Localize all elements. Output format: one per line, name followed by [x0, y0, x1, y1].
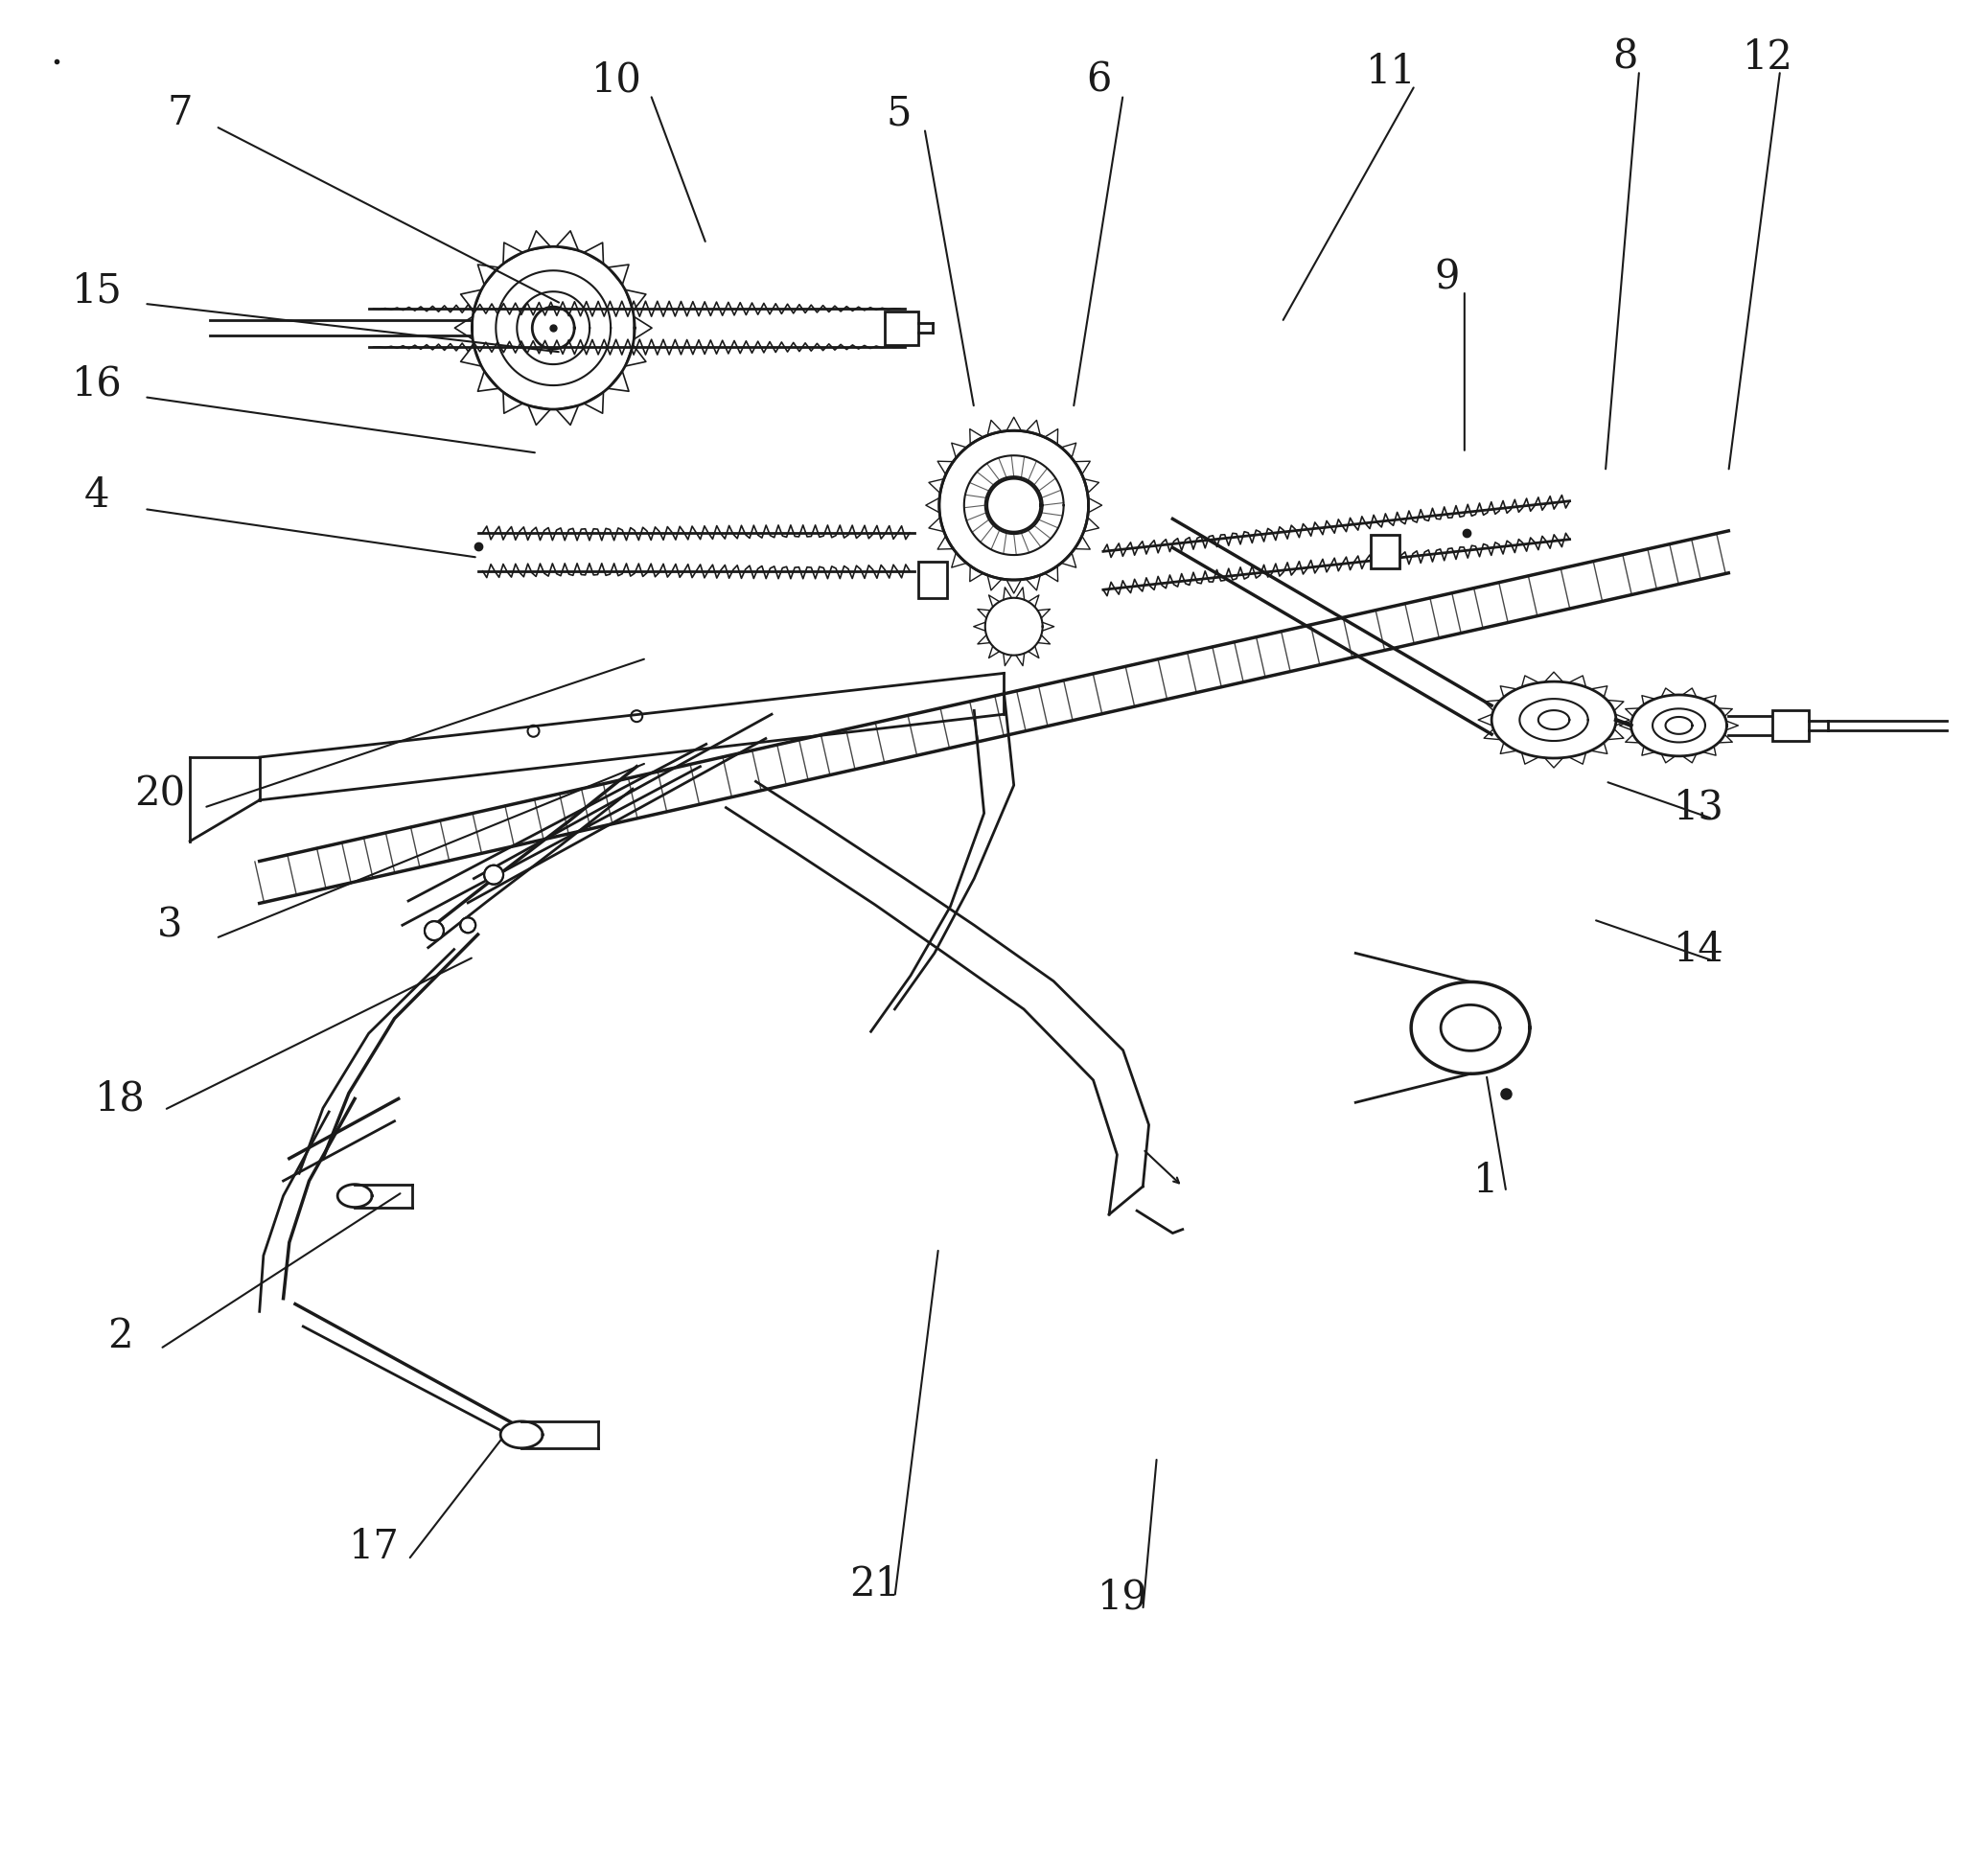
Polygon shape: [338, 1185, 372, 1207]
Text: 13: 13: [1674, 787, 1724, 828]
Text: 7: 7: [167, 93, 193, 133]
Bar: [1771, 710, 1809, 740]
Text: 19: 19: [1097, 1577, 1149, 1617]
Text: 4: 4: [83, 477, 109, 516]
Polygon shape: [938, 430, 1089, 579]
Text: 16: 16: [72, 364, 121, 404]
Text: 15: 15: [72, 271, 121, 310]
Bar: [1372, 535, 1400, 568]
Text: 3: 3: [157, 905, 183, 946]
Polygon shape: [501, 1420, 543, 1448]
Polygon shape: [425, 921, 443, 940]
Polygon shape: [1630, 695, 1728, 757]
Bar: [966, 471, 1062, 538]
Text: 1: 1: [1473, 1161, 1499, 1202]
Text: 6: 6: [1087, 60, 1111, 99]
Text: 11: 11: [1366, 52, 1415, 92]
Text: 20: 20: [135, 774, 185, 815]
Polygon shape: [1491, 682, 1616, 759]
Text: 10: 10: [592, 60, 642, 99]
Bar: [885, 312, 918, 344]
Polygon shape: [986, 598, 1042, 656]
Text: 9: 9: [1433, 258, 1459, 297]
Polygon shape: [485, 865, 503, 884]
Polygon shape: [1411, 981, 1531, 1075]
Text: 5: 5: [887, 93, 911, 133]
Text: 21: 21: [849, 1564, 901, 1604]
Text: 17: 17: [350, 1527, 400, 1566]
Text: 18: 18: [95, 1078, 145, 1120]
Text: 12: 12: [1743, 37, 1793, 77]
Text: 14: 14: [1674, 929, 1724, 970]
Text: 8: 8: [1612, 37, 1638, 77]
Polygon shape: [471, 247, 634, 409]
Polygon shape: [461, 918, 475, 933]
Text: 2: 2: [107, 1316, 133, 1355]
Bar: [918, 563, 946, 598]
